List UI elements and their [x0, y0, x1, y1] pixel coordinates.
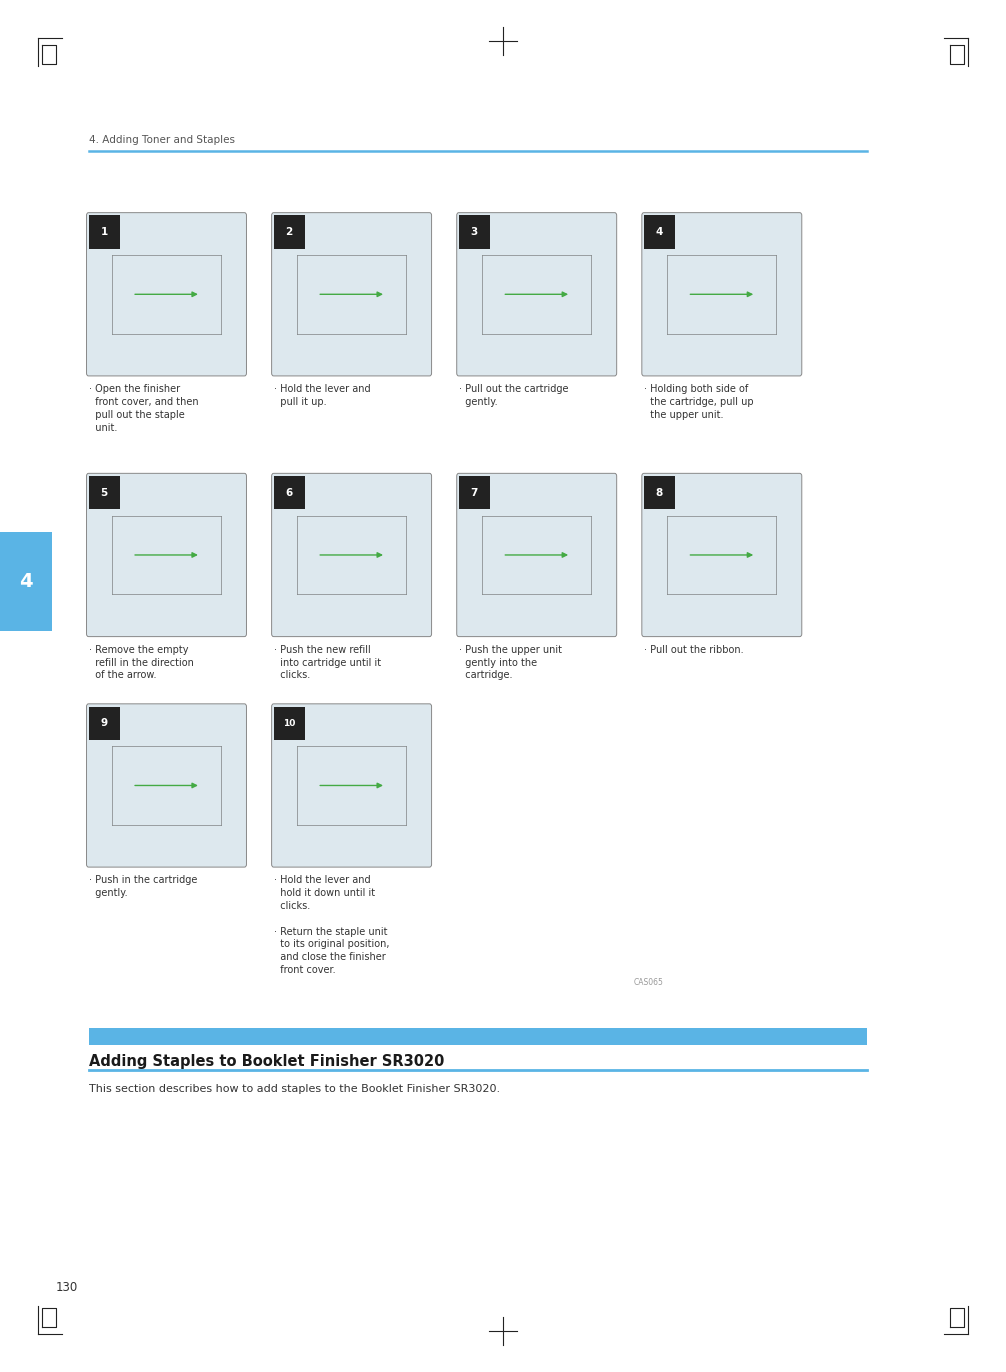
Text: 6: 6 — [286, 487, 293, 498]
FancyBboxPatch shape — [457, 213, 617, 376]
Text: · Open the finisher
  front cover, and then
  pull out the staple
  unit.: · Open the finisher front cover, and the… — [89, 384, 198, 432]
Text: · Push the upper unit
  gently into the
  cartridge.: · Push the upper unit gently into the ca… — [459, 645, 561, 681]
Text: 9: 9 — [101, 718, 108, 729]
FancyBboxPatch shape — [89, 1028, 867, 1045]
Text: · Pull out the ribbon.: · Pull out the ribbon. — [644, 645, 743, 654]
FancyBboxPatch shape — [87, 213, 246, 376]
FancyBboxPatch shape — [87, 704, 246, 867]
Text: · Push in the cartridge
  gently.: · Push in the cartridge gently. — [89, 875, 197, 899]
Text: 7: 7 — [471, 487, 478, 498]
Text: 8: 8 — [656, 487, 663, 498]
Text: 4: 4 — [656, 226, 663, 237]
FancyBboxPatch shape — [274, 215, 305, 248]
Text: CAS065: CAS065 — [634, 978, 664, 988]
Text: 2: 2 — [286, 226, 293, 237]
FancyBboxPatch shape — [89, 707, 120, 740]
Text: 4: 4 — [19, 572, 33, 591]
Text: 10: 10 — [283, 719, 296, 727]
Text: · Hold the lever and
  hold it down until it
  clicks.

· Return the staple unit: · Hold the lever and hold it down until … — [274, 875, 389, 975]
Text: · Holding both side of
  the cartridge, pull up
  the upper unit.: · Holding both side of the cartridge, pu… — [644, 384, 753, 420]
FancyBboxPatch shape — [274, 707, 305, 740]
Text: · Push the new refill
  into cartridge until it
  clicks.: · Push the new refill into cartridge unt… — [274, 645, 380, 681]
FancyBboxPatch shape — [644, 215, 675, 248]
Text: This section describes how to add staples to the Booklet Finisher SR3020.: This section describes how to add staple… — [89, 1084, 500, 1093]
FancyBboxPatch shape — [272, 704, 432, 867]
Text: 5: 5 — [101, 487, 108, 498]
Text: · Remove the empty
  refill in the direction
  of the arrow.: · Remove the empty refill in the directi… — [89, 645, 193, 681]
Text: · Hold the lever and
  pull it up.: · Hold the lever and pull it up. — [274, 384, 370, 407]
FancyBboxPatch shape — [459, 215, 490, 248]
Text: 130: 130 — [55, 1281, 77, 1294]
Text: Adding Staples to Booklet Finisher SR3020: Adding Staples to Booklet Finisher SR302… — [89, 1054, 444, 1069]
FancyBboxPatch shape — [274, 476, 305, 509]
FancyBboxPatch shape — [272, 473, 432, 637]
FancyBboxPatch shape — [89, 215, 120, 248]
Text: 1: 1 — [101, 226, 108, 237]
FancyBboxPatch shape — [644, 476, 675, 509]
Text: 4. Adding Toner and Staples: 4. Adding Toner and Staples — [89, 136, 234, 145]
FancyBboxPatch shape — [87, 473, 246, 637]
FancyBboxPatch shape — [457, 473, 617, 637]
FancyBboxPatch shape — [89, 476, 120, 509]
FancyBboxPatch shape — [459, 476, 490, 509]
FancyBboxPatch shape — [642, 473, 802, 637]
FancyBboxPatch shape — [0, 532, 52, 631]
Text: 3: 3 — [471, 226, 478, 237]
FancyBboxPatch shape — [642, 213, 802, 376]
FancyBboxPatch shape — [272, 213, 432, 376]
Text: · Pull out the cartridge
  gently.: · Pull out the cartridge gently. — [459, 384, 568, 407]
